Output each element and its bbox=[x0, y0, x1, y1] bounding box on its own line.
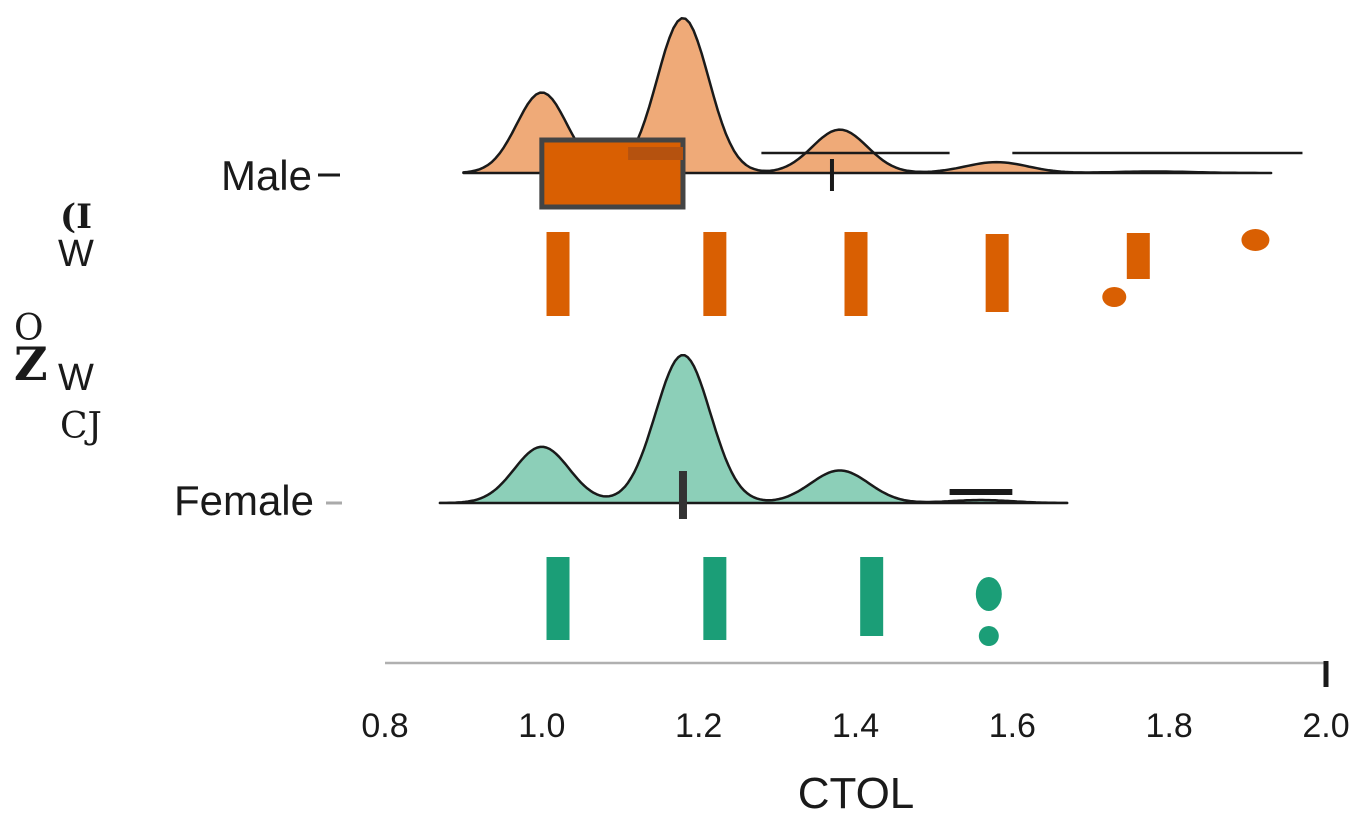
rain-bar-female bbox=[860, 557, 884, 636]
rain-bar-female bbox=[703, 557, 727, 640]
outlier-female bbox=[975, 577, 1002, 611]
y-label-fragment-6: CJ bbox=[60, 406, 102, 447]
group-label-female: Female bbox=[174, 477, 314, 524]
rain-bar-male bbox=[546, 232, 570, 316]
x-tick-label: 2.0 bbox=[1302, 707, 1349, 745]
x-tick-label: 1.4 bbox=[832, 707, 879, 745]
box-highlight-male bbox=[628, 147, 683, 160]
y-axis-label: (I W O Z W CJ bbox=[14, 197, 102, 447]
y-label-fragment-4: Z bbox=[14, 337, 48, 391]
group-labels: Male Female bbox=[174, 152, 342, 524]
x-tick-label: 1.2 bbox=[675, 707, 722, 745]
y-label-fragment-5: W bbox=[58, 357, 94, 399]
rain-bar-male bbox=[844, 232, 868, 316]
x-tick-label: 1.8 bbox=[1146, 707, 1193, 745]
outlier-male bbox=[1241, 229, 1270, 251]
x-tick-label: 0.8 bbox=[361, 707, 408, 745]
group-label-male: Male bbox=[221, 152, 312, 199]
y-label-fragment-1: (I bbox=[60, 197, 92, 237]
outlier-female bbox=[978, 626, 999, 646]
x-tick-label: 1.6 bbox=[989, 707, 1036, 745]
plot-area bbox=[438, 17, 1303, 646]
rain-bar-male bbox=[1126, 233, 1150, 279]
rain-bar-female bbox=[546, 557, 570, 640]
rain-bar-male bbox=[985, 234, 1009, 312]
outlier-male bbox=[1102, 287, 1127, 307]
rain-bar-male bbox=[703, 232, 727, 316]
y-label-fragment-2: W bbox=[58, 233, 94, 275]
density-female bbox=[438, 353, 1069, 505]
y-label-fragment-3: O bbox=[14, 308, 44, 349]
x-axis-title: CTOL bbox=[798, 769, 915, 818]
x-tick-label: 1.0 bbox=[518, 707, 565, 745]
x-axis: 0.8 1.0 1.2 1.4 1.6 1.8 2.0 bbox=[361, 661, 1350, 745]
